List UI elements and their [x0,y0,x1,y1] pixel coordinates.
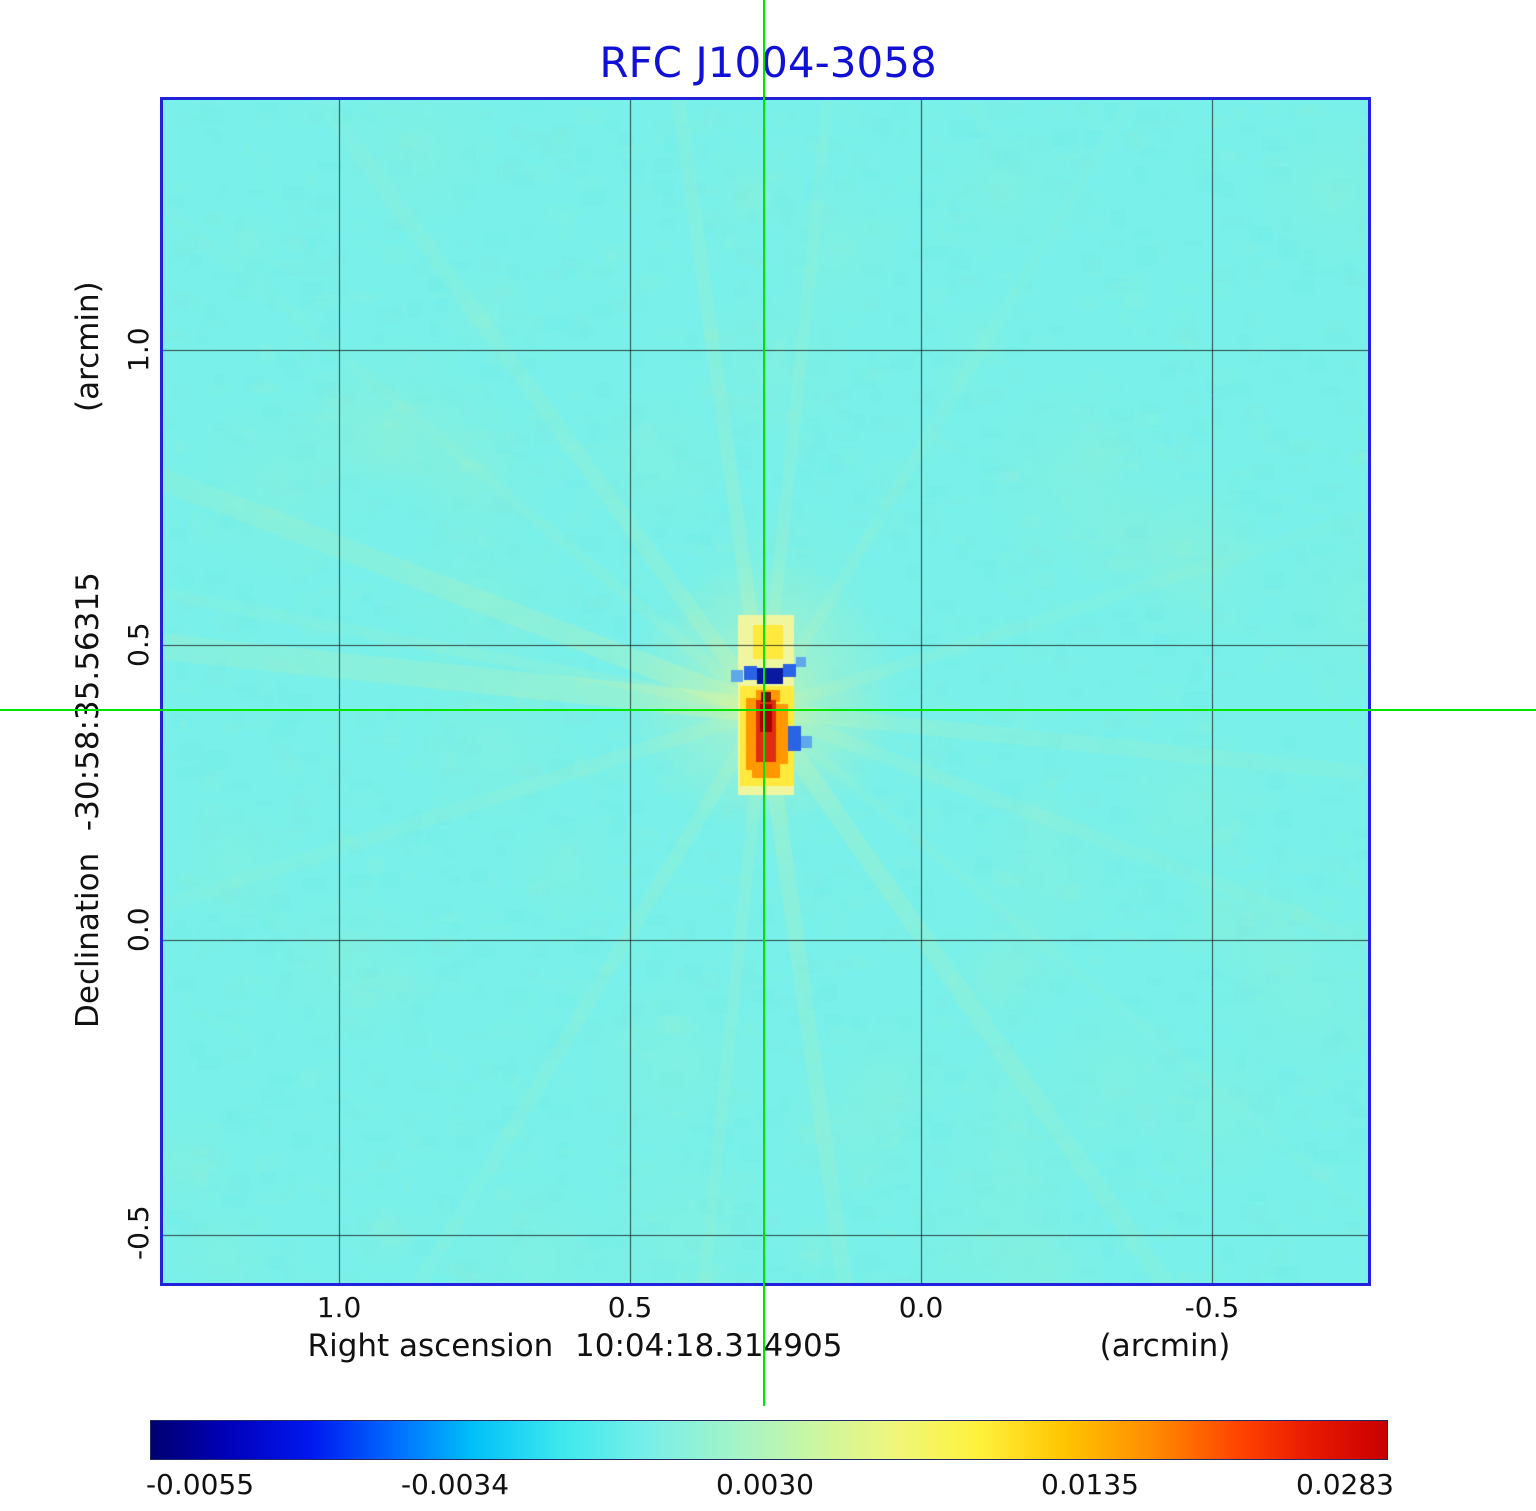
x-axis-label: Right ascension 10:04:18.314905 [270,1328,880,1364]
colorbar-tick-label: 0.0135 [1041,1468,1139,1501]
colorbar-tick-label: 0.0283 [1296,1468,1394,1501]
colorbar [150,1420,1388,1460]
x-axis-unit: (arcmin) [1099,1328,1231,1364]
y-axis-name: Declination [70,852,106,1028]
colorbar-tick-label: -0.0055 [145,1468,255,1501]
figure-title: RFC J1004-3058 [599,38,937,87]
crosshair-vertical-line [763,0,765,1406]
y-axis-unit: (arcmin) [70,281,106,413]
crosshair-horizontal-line [0,709,1536,711]
x-axis-value: 10:04:18.314905 [575,1328,843,1364]
y-tick-label: 1.0 [122,327,155,373]
colorbar-tick-label: 0.0030 [716,1468,814,1501]
x-axis-name: Right ascension [307,1328,554,1364]
colorbar-tick-label: -0.0034 [400,1468,510,1501]
y-axis-value: -30:58:35.56315 [70,572,106,831]
y-axis-label: Declination -30:58:35.56315 [70,455,106,1145]
y-tick-label: 0.5 [122,622,155,668]
x-tick-label: 0.0 [898,1291,944,1324]
heatmap-canvas [163,100,1368,1283]
y-tick-label: 0.0 [122,907,155,953]
x-tick-label: 0.5 [607,1291,653,1324]
x-tick-label: -0.5 [1184,1291,1240,1324]
colorbar-gradient [151,1421,1387,1459]
y-tick-label: -0.5 [122,1205,155,1261]
plot-area [160,97,1371,1286]
x-tick-label: 1.0 [316,1291,362,1324]
